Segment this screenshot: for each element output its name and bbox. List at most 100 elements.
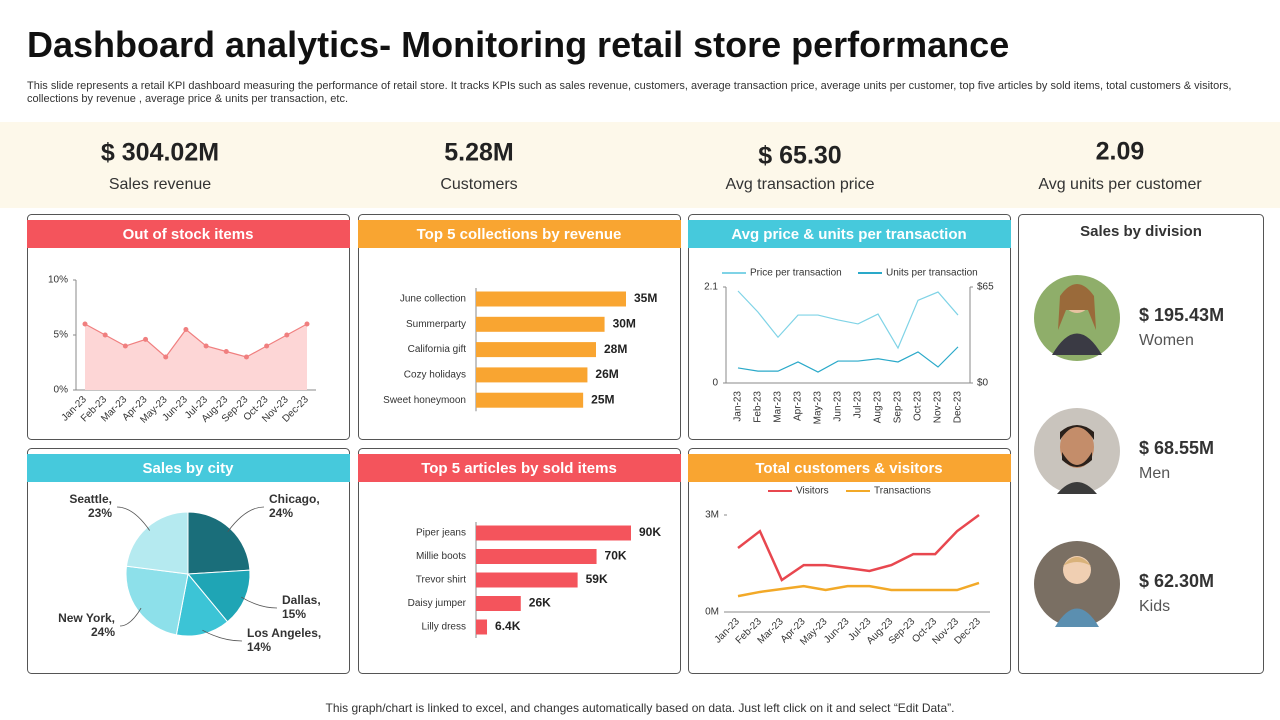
y-tick-label: 0% — [54, 385, 69, 396]
division-value: $ 62.30M — [1139, 571, 1214, 591]
leader-line — [119, 607, 142, 627]
panel-title: Out of stock items — [123, 226, 254, 243]
slice — [186, 569, 251, 623]
bar — [476, 342, 596, 358]
category-label: Summerparty — [406, 319, 466, 330]
point — [143, 336, 149, 342]
legend-label: Price per transaction — [750, 268, 842, 279]
panel-header — [688, 454, 1011, 482]
category-label: Cozy holidays — [404, 370, 466, 381]
panel-title: Avg price & units per transaction — [731, 226, 966, 243]
division-title: Sales by division — [1080, 223, 1202, 240]
slice-value: 24% — [269, 506, 293, 520]
bar — [476, 596, 521, 611]
x-tick-label: Mar-23 — [773, 391, 784, 423]
bar — [476, 367, 588, 383]
panel-header — [358, 454, 681, 482]
bar — [476, 291, 626, 307]
category-label: Daisy jumper — [408, 598, 467, 609]
leader-line — [202, 629, 243, 642]
description: This slide represents a retail KPI dashb… — [27, 80, 1232, 105]
y-tick-label: 0 — [712, 378, 718, 389]
line — [737, 346, 959, 373]
kpi-label: Avg units per customer — [1038, 176, 1202, 193]
category-label: Trevor shirt — [416, 575, 466, 586]
bar — [476, 392, 584, 408]
value-label: 26K — [529, 596, 551, 610]
line — [737, 513, 980, 582]
line — [737, 581, 980, 598]
panel-title: Top 5 articles by sold items — [421, 460, 617, 477]
category-label: June collection — [400, 294, 466, 305]
leader-line — [116, 506, 150, 531]
slice-label: New York, — [58, 611, 115, 625]
panel-title: Sales by city — [143, 460, 235, 477]
x-tick-label: Jun-23 — [833, 391, 844, 422]
y2-tick-label: $0 — [977, 378, 989, 389]
point — [264, 343, 270, 349]
panel-header — [27, 454, 350, 482]
slice-label: Los Angeles, — [247, 626, 321, 640]
line — [737, 290, 959, 350]
x-tick-label: Aug-23 — [873, 391, 884, 424]
value-label: 6.4K — [495, 619, 521, 633]
kpi-value: $ 304.02M — [101, 139, 219, 167]
kpi-value: 2.09 — [1096, 138, 1145, 166]
bar — [476, 525, 631, 541]
value-label: 30M — [613, 316, 636, 330]
y-tick-label: 0M — [705, 607, 719, 618]
leader-line — [227, 506, 265, 532]
title: Dashboard analytics- Monitoring retail s… — [27, 24, 1010, 65]
y-tick-label: 10% — [48, 275, 68, 286]
x-tick-label: Dec-23 — [953, 391, 964, 424]
point — [284, 332, 290, 338]
value-label: 26M — [595, 367, 618, 381]
avatar — [1034, 408, 1120, 494]
legend-label: Transactions — [874, 486, 931, 497]
slice — [125, 565, 189, 636]
avatar — [1034, 541, 1120, 627]
leader-line — [241, 596, 278, 609]
value-label: 70K — [605, 549, 627, 563]
point — [304, 321, 310, 327]
value-label: 35M — [634, 291, 657, 305]
kpi-label: Customers — [440, 176, 517, 193]
category-label: Millie boots — [416, 551, 466, 562]
point — [243, 354, 249, 360]
slice-label: Dallas, — [282, 593, 321, 607]
area — [85, 324, 307, 390]
category-label: Sweet honeymoon — [383, 395, 466, 406]
footer: This graph/chart is linked to excel, and… — [326, 701, 955, 715]
value-label: 59K — [586, 572, 608, 586]
slice-value: 15% — [282, 607, 306, 621]
x-tick-label: Feb-23 — [753, 391, 764, 423]
point — [102, 332, 108, 338]
panel-header — [358, 220, 681, 248]
slice-value: 23% — [88, 506, 112, 520]
panel-title: Top 5 collections by revenue — [417, 226, 622, 243]
point — [82, 321, 88, 327]
x-tick-label: Apr-23 — [793, 391, 804, 421]
avatar — [1034, 275, 1120, 361]
slice-label: Chicago, — [269, 492, 320, 506]
y-tick-label: 5% — [54, 330, 69, 341]
point — [163, 354, 169, 360]
x-tick-label: May-23 — [813, 391, 824, 425]
slice-value: 24% — [91, 625, 115, 639]
panel-header — [688, 220, 1011, 248]
slice — [175, 572, 229, 637]
category-label: Piper jeans — [416, 528, 466, 539]
x-tick-label: Nov-23 — [933, 391, 944, 424]
line — [84, 323, 308, 358]
x-tick-label: Sep-23 — [893, 391, 904, 424]
division-label: Kids — [1139, 598, 1170, 615]
division-label: Men — [1139, 465, 1170, 482]
panel-title: Total customers & visitors — [755, 460, 942, 477]
panel-header — [27, 220, 350, 248]
point — [122, 343, 128, 349]
slice-value: 14% — [247, 640, 271, 654]
division-value: $ 195.43M — [1139, 305, 1224, 325]
slice — [187, 511, 251, 575]
